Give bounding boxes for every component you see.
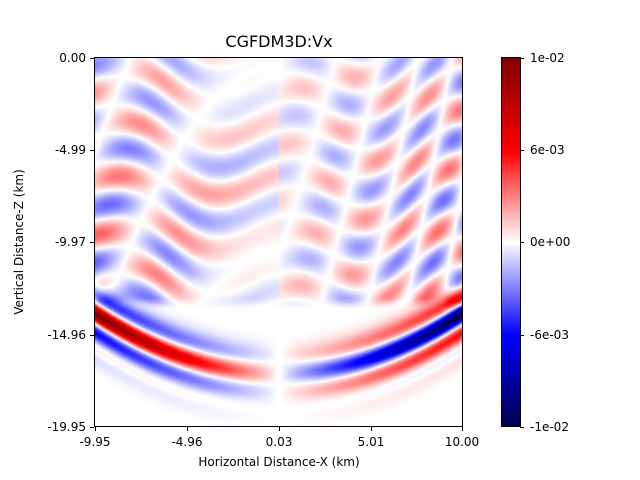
- x-tick-label: 10.00: [444, 435, 480, 449]
- y-tick-label: 0.00: [59, 51, 86, 65]
- x-tick-mark: [279, 427, 280, 431]
- heatmap-image: [95, 58, 462, 427]
- y-axis-label: Vertical Distance-Z (km): [12, 169, 26, 315]
- colorbar: [502, 58, 520, 427]
- colorbar-frame: [501, 57, 521, 427]
- x-tick-mark: [187, 427, 188, 431]
- x-tick-label: -9.95: [79, 435, 111, 449]
- colorbar-tick-label: 6e-03: [530, 143, 565, 157]
- plot-frame: [94, 57, 463, 427]
- colorbar-tick-mark: [520, 150, 524, 151]
- y-tick-label: -9.97: [54, 235, 86, 249]
- x-tick-mark: [371, 427, 372, 431]
- x-tick-mark: [462, 427, 463, 431]
- y-tick-mark: [90, 150, 94, 151]
- y-tick-mark: [90, 242, 94, 243]
- colorbar-tick-label: -1e-02: [530, 420, 569, 434]
- x-tick-mark: [95, 427, 96, 431]
- colorbar-tick-mark: [520, 242, 524, 243]
- colorbar-tick-mark: [520, 58, 524, 59]
- x-tick-label: 0.03: [265, 435, 293, 449]
- y-tick-label: -19.95: [47, 420, 86, 434]
- chart-title: CGFDM3D:Vx: [225, 32, 333, 51]
- x-axis-label: Horizontal Distance-X (km): [198, 455, 360, 469]
- y-tick-label: -14.96: [47, 328, 86, 342]
- y-tick-mark: [90, 335, 94, 336]
- colorbar-tick-label: -6e-03: [530, 328, 569, 342]
- colorbar-tick-mark: [520, 427, 524, 428]
- colorbar-tick-mark: [520, 335, 524, 336]
- x-tick-label: -4.96: [171, 435, 203, 449]
- colorbar-tick-label: 1e-02: [530, 51, 565, 65]
- x-tick-label: 5.01: [357, 435, 385, 449]
- colorbar-tick-label: 0e+00: [530, 235, 571, 249]
- y-tick-mark: [90, 427, 94, 428]
- y-tick-mark: [90, 58, 94, 59]
- y-tick-label: -4.99: [54, 143, 86, 157]
